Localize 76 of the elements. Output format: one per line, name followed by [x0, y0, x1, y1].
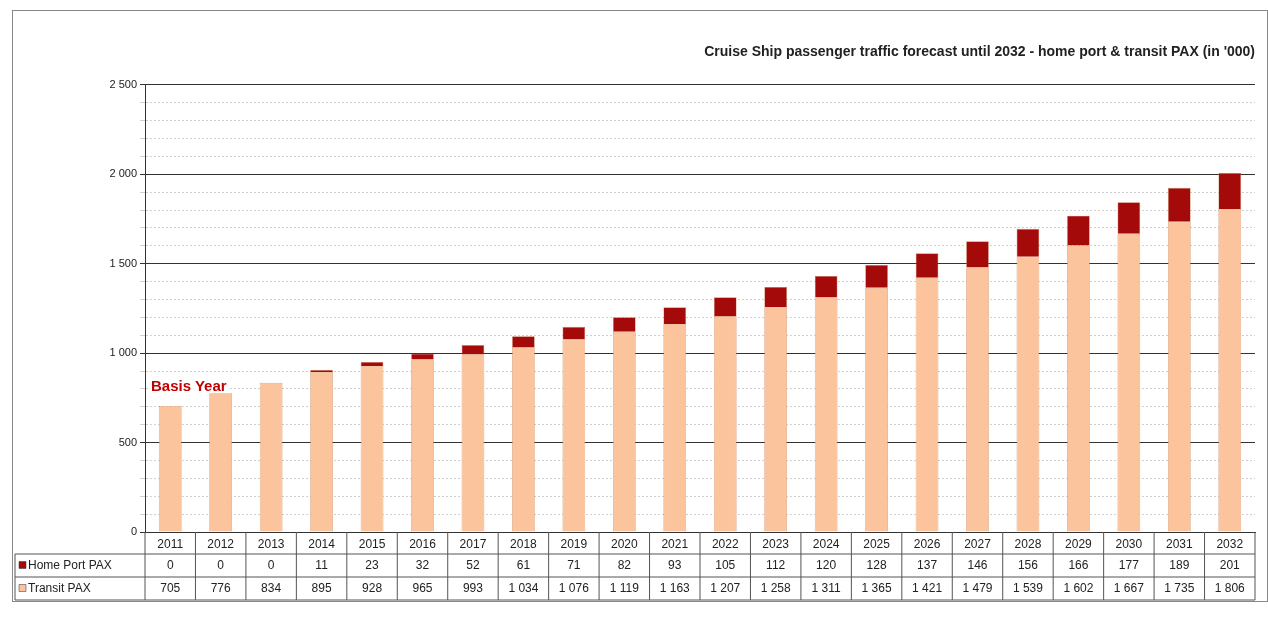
x-tick-label: 2015	[358, 536, 386, 551]
x-tick-label: 2022	[711, 536, 739, 551]
data-label: 1 806	[1214, 580, 1246, 595]
data-label: 128	[866, 557, 887, 572]
chart-title: Cruise Ship passenger traffic forecast until 2032 - home port & transit PAX (in '000)	[704, 43, 1255, 60]
data-label: 82	[617, 557, 632, 572]
x-tick-label: 2029	[1065, 536, 1093, 551]
x-tick-label: 2018	[510, 536, 538, 551]
data-label: 71	[567, 557, 581, 572]
data-label: 993	[462, 580, 484, 595]
data-label: 1 602	[1063, 580, 1094, 595]
data-label: 0	[166, 557, 174, 572]
data-label: 1 076	[558, 580, 590, 595]
x-tick-label: 2027	[964, 536, 992, 551]
data-label: 177	[1118, 557, 1140, 572]
data-label: 137	[917, 557, 938, 572]
data-label: 1 365	[861, 580, 892, 595]
data-label: 1 258	[760, 580, 792, 595]
x-tick-label: 2017	[459, 536, 487, 551]
y-tick-label: 500	[118, 435, 137, 448]
legend-label: Transit PAX	[28, 580, 91, 595]
x-tick-label: 2023	[762, 536, 790, 551]
data-label: 895	[311, 580, 332, 595]
x-tick-label: 2028	[1014, 536, 1042, 551]
x-tick-label: 2030	[1115, 536, 1143, 551]
y-tick-label: 1 000	[109, 346, 137, 359]
data-label: 776	[210, 580, 232, 595]
y-tick-label: 1 500	[109, 256, 137, 269]
x-tick-label: 2031	[1165, 536, 1193, 551]
data-label: 120	[816, 557, 837, 572]
data-label: 1 667	[1113, 580, 1145, 595]
x-tick-label: 2019	[560, 536, 588, 551]
x-tick-label: 2025	[863, 536, 891, 551]
data-label: 0	[267, 557, 275, 572]
x-tick-label: 2032	[1216, 536, 1244, 551]
x-tick-label: 2013	[257, 536, 285, 551]
data-label: 1 311	[811, 580, 842, 595]
data-label: 1 539	[1012, 580, 1044, 595]
y-tick-label: 0	[130, 525, 137, 538]
data-label: 11	[315, 557, 329, 572]
data-label: 189	[1169, 557, 1190, 572]
annotation: Basis Year	[151, 376, 227, 394]
data-label: 1 119	[609, 580, 640, 595]
data-label: 32	[415, 557, 430, 572]
data-label: 1 735	[1164, 580, 1195, 595]
legend-label: Home Port PAX	[28, 557, 112, 572]
x-tick-label: 2024	[812, 536, 840, 551]
data-label: 928	[362, 580, 383, 595]
data-label: 1 479	[962, 580, 993, 595]
x-tick-label: 2026	[913, 536, 941, 551]
data-label: 166	[1068, 557, 1089, 572]
data-label: 93	[668, 557, 682, 572]
data-label: 1 207	[710, 580, 741, 595]
data-label: 105	[715, 557, 736, 572]
data-label: 112	[766, 557, 786, 572]
data-label: 156	[1017, 557, 1039, 572]
data-label: 146	[967, 557, 988, 572]
data-label: 834	[261, 580, 282, 595]
data-label: 61	[516, 557, 531, 572]
data-label: 0	[217, 557, 225, 572]
data-label: 52	[466, 557, 480, 572]
x-tick-label: 2020	[610, 536, 638, 551]
data-label: 965	[412, 580, 433, 595]
data-label: 705	[160, 580, 181, 595]
data-label: 1 163	[659, 580, 691, 595]
x-tick-label: 2014	[308, 536, 336, 551]
x-tick-label: 2021	[661, 536, 689, 551]
x-tick-label: 2011	[157, 536, 184, 551]
x-tick-label: 2016	[409, 536, 437, 551]
data-label: 23	[365, 557, 380, 572]
data-label: 1 421	[912, 580, 943, 595]
data-label: 1 034	[508, 580, 539, 595]
y-tick-label: 2 500	[109, 77, 137, 90]
y-tick-label: 2 000	[109, 167, 137, 180]
data-label: 201	[1219, 557, 1241, 572]
x-tick-label: 2012	[207, 536, 235, 551]
